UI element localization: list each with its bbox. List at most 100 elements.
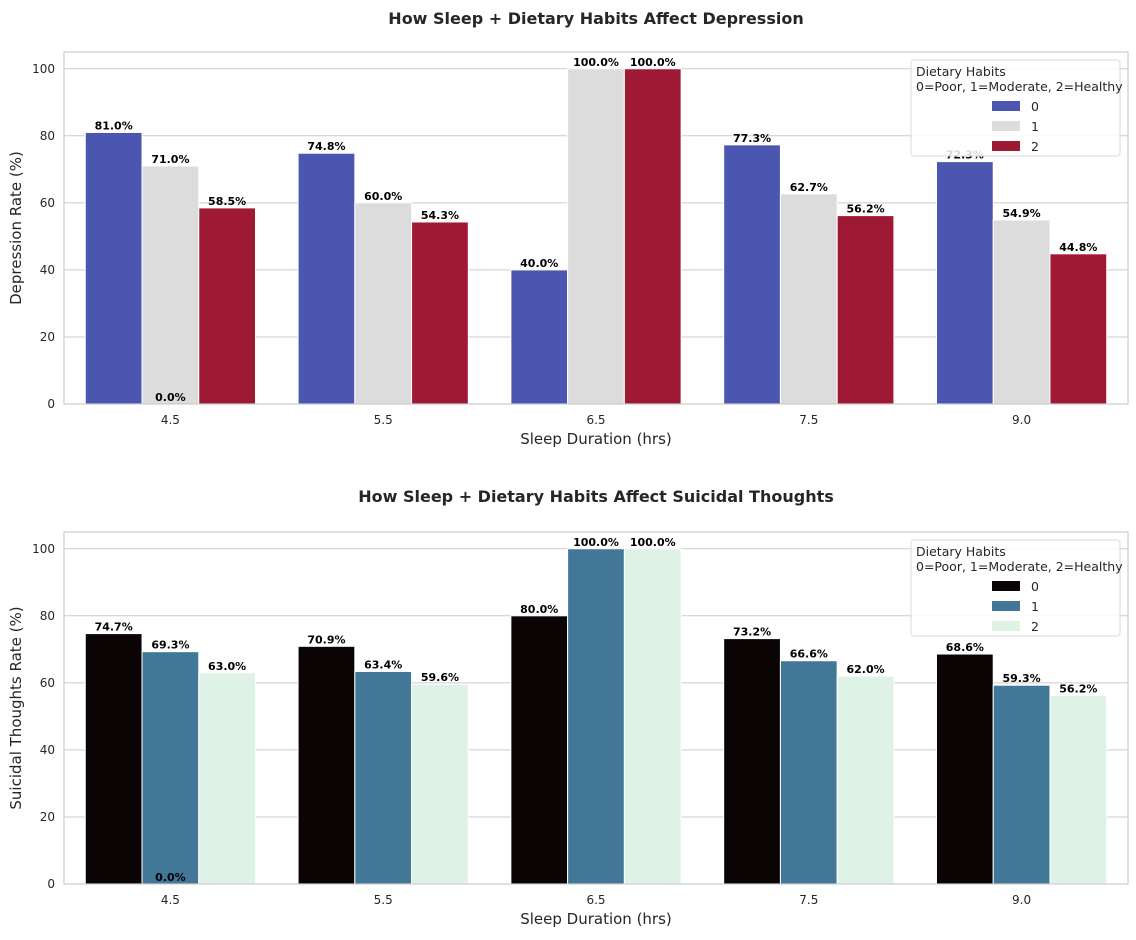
bar xyxy=(779,193,838,405)
bar xyxy=(354,670,413,885)
y-tick-label: 60 xyxy=(40,196,55,210)
bar xyxy=(935,653,994,885)
bar xyxy=(723,638,781,885)
data-label: 59.6% xyxy=(421,671,459,684)
x-tick-label: 4.5 xyxy=(161,413,180,427)
legend-subtitle: 0=Poor, 1=Moderate, 2=Healthy xyxy=(916,79,1123,94)
bar xyxy=(84,633,143,885)
data-label: 100.0% xyxy=(573,536,619,549)
data-label: 54.9% xyxy=(1003,207,1041,220)
data-label-zero: 0.0% xyxy=(155,871,186,884)
x-tick-label: 6.5 xyxy=(586,893,605,907)
data-label: 62.7% xyxy=(790,181,828,194)
legend-swatch xyxy=(992,101,1020,111)
bar xyxy=(510,269,569,405)
bar xyxy=(779,660,838,885)
data-label: 44.8% xyxy=(1059,241,1097,254)
y-tick-label: 20 xyxy=(40,810,55,824)
bar xyxy=(198,672,257,885)
bar xyxy=(935,161,994,405)
data-label: 100.0% xyxy=(630,536,676,549)
x-tick-label: 5.5 xyxy=(374,413,393,427)
y-tick-label: 40 xyxy=(40,743,55,757)
y-tick-label: 0 xyxy=(47,877,55,891)
data-label: 70.9% xyxy=(307,633,345,646)
bar xyxy=(836,675,895,885)
plot-frame xyxy=(63,51,1129,405)
data-label: 71.0% xyxy=(151,153,189,166)
y-axis-label: Suicidal Thoughts Rate (%) xyxy=(7,606,25,809)
y-tick-label: 100 xyxy=(32,62,55,76)
legend-entry-label: 1 xyxy=(1031,119,1039,134)
x-tick-label: 7.5 xyxy=(799,413,818,427)
bar xyxy=(297,152,356,405)
legend-subtitle: 0=Poor, 1=Moderate, 2=Healthy xyxy=(916,559,1123,574)
bar xyxy=(623,68,682,405)
legend-swatch xyxy=(992,621,1020,631)
legend-swatch xyxy=(992,121,1020,131)
bar xyxy=(198,207,257,405)
y-axis-label: Depression Rate (%) xyxy=(7,151,25,305)
data-label: 63.0% xyxy=(208,660,246,673)
data-label: 73.2% xyxy=(733,626,771,639)
data-label: 56.2% xyxy=(846,203,884,216)
chart-1: 02040608010081.0%74.8%40.0%77.3%72.3%71.… xyxy=(7,9,1129,448)
legend-title: Dietary Habits xyxy=(916,544,1006,559)
legend-entry-label: 2 xyxy=(1031,139,1039,154)
bar xyxy=(1049,695,1108,885)
data-label: 62.0% xyxy=(846,663,884,676)
x-tick-label: 6.5 xyxy=(586,413,605,427)
plot-frame xyxy=(63,531,1129,885)
bar xyxy=(836,215,895,405)
data-label: 56.2% xyxy=(1059,683,1097,696)
x-tick-label: 9.0 xyxy=(1012,893,1031,907)
bar xyxy=(567,68,625,405)
data-label: 66.6% xyxy=(790,648,828,661)
data-label: 69.3% xyxy=(151,639,189,652)
chart-title: How Sleep + Dietary Habits Affect Suicid… xyxy=(358,487,834,506)
data-label: 80.0% xyxy=(520,603,558,616)
data-label: 58.5% xyxy=(208,195,246,208)
bar xyxy=(411,683,469,885)
x-axis-label: Sleep Duration (hrs) xyxy=(520,430,672,448)
legend-entry-label: 0 xyxy=(1031,99,1039,114)
data-label: 77.3% xyxy=(733,132,771,145)
bar xyxy=(141,651,200,885)
data-label: 60.0% xyxy=(364,190,402,203)
bar xyxy=(510,615,569,885)
data-label: 63.4% xyxy=(364,658,402,671)
y-tick-label: 100 xyxy=(32,542,55,556)
bar xyxy=(411,221,469,405)
legend-entry-label: 2 xyxy=(1031,619,1039,634)
data-label: 40.0% xyxy=(520,257,558,270)
bar xyxy=(623,548,682,885)
chart-2: 02040608010074.7%70.9%80.0%73.2%68.6%69.… xyxy=(7,487,1129,928)
data-label: 68.6% xyxy=(946,641,984,654)
x-axis-label: Sleep Duration (hrs) xyxy=(520,910,672,928)
legend-entry-label: 0 xyxy=(1031,579,1039,594)
x-tick-label: 9.0 xyxy=(1012,413,1031,427)
data-label: 74.8% xyxy=(307,140,345,153)
bar xyxy=(567,548,625,885)
bar xyxy=(992,219,1051,405)
bar xyxy=(141,165,200,405)
data-label: 59.3% xyxy=(1003,672,1041,685)
legend-swatch xyxy=(992,601,1020,611)
bar xyxy=(1049,253,1108,405)
legend-swatch xyxy=(992,581,1020,591)
x-tick-label: 5.5 xyxy=(374,893,393,907)
y-tick-label: 0 xyxy=(47,397,55,411)
y-tick-label: 80 xyxy=(40,609,55,623)
bar xyxy=(297,645,356,885)
data-label: 100.0% xyxy=(630,56,676,69)
data-label: 81.0% xyxy=(95,119,133,132)
bar xyxy=(84,131,143,405)
legend-title: Dietary Habits xyxy=(916,64,1006,79)
legend-swatch xyxy=(992,141,1020,151)
bar xyxy=(354,202,413,405)
data-label-zero: 0.0% xyxy=(155,391,186,404)
